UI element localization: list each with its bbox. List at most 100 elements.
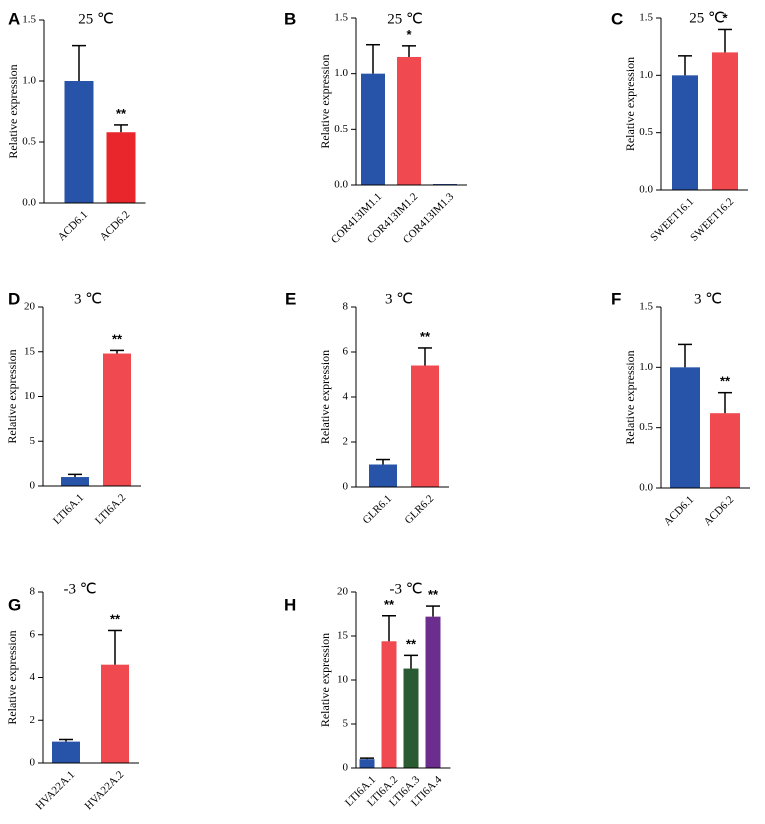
panel-title-c: 25 ℃	[689, 10, 725, 26]
category-label-g-0: HVA22A.1	[34, 769, 78, 813]
significance-marker-e-1: **	[420, 329, 431, 344]
significance-marker-f-1: **	[720, 374, 731, 389]
y-tick-label-b-1: 0.5	[334, 123, 348, 135]
y-tick-label-g-2: 4	[30, 671, 36, 683]
y-tick-label-e-4: 8	[343, 301, 349, 313]
y-axis-label-f: Relative expression	[623, 350, 637, 444]
category-label-d-1: LTI6A.2	[93, 492, 128, 527]
y-tick-label-a-0: 0.0	[22, 197, 36, 209]
panel-g: G -3 ℃ HVA22A.1 ** HVA22A.2 0 2 4 6 8 Relative exp…	[5, 581, 139, 812]
y-tick-label-f-0: 0.0	[639, 482, 653, 494]
y-axis-label-h: Relative expression	[318, 633, 332, 727]
y-tick-label-g-3: 6	[30, 628, 36, 640]
panel-a: A 25 ℃ ACD6.1 ** ACD6.2 0.0 0.5 1.0 1.5 Relative …	[6, 9, 146, 243]
panel-letter-f: F	[611, 289, 621, 308]
y-tick-label-c-0: 0.0	[639, 184, 653, 196]
panel-b: B 25 ℃COR413IM1.1*COR413IM1.2COR413IM1.30…	[284, 9, 467, 246]
category-label-d-0: LTI6A.1	[51, 492, 86, 527]
y-tick-label-d-2: 10	[24, 390, 36, 402]
bar-b-COR413IM1.2	[397, 56, 421, 185]
panel-title-h: -3 ℃	[389, 581, 422, 597]
bar-c-SWEET16.2	[712, 52, 738, 191]
bar-a-ACD6.2	[106, 132, 136, 203]
bar-g-HVA22A.1	[52, 741, 80, 763]
y-tick-label-d-4: 20	[24, 301, 36, 313]
y-tick-label-h-0: 0	[343, 762, 349, 774]
panel-letter-g: G	[8, 595, 21, 614]
y-tick-label-b-0: 0.0	[334, 179, 348, 191]
y-tick-label-a-2: 1.0	[22, 75, 36, 87]
bar-e-GLR6.1	[369, 464, 397, 487]
panel-title-g: -3 ℃	[63, 581, 96, 597]
panel-d: D 3 ℃ LTI6A.1 ** LTI6A.2 0 5 10 15 20 Relative exp…	[5, 289, 141, 527]
significance-marker-h-2: **	[406, 636, 417, 651]
bar-e-GLR6.2	[411, 365, 439, 487]
panel-title-a: 25 ℃	[78, 11, 114, 27]
y-tick-label-d-0: 0	[30, 480, 36, 492]
y-tick-label-g-0: 0	[30, 757, 36, 769]
y-tick-label-c-2: 1.0	[639, 69, 653, 81]
y-tick-label-a-1: 0.5	[22, 136, 36, 148]
panel-letter-b: B	[284, 9, 296, 28]
category-label-a-0: ACD6.1	[56, 209, 91, 244]
category-label-c-1: SWEET16.2	[688, 196, 736, 244]
y-tick-label-d-3: 15	[24, 345, 36, 357]
y-tick-label-h-1: 5	[343, 718, 349, 730]
category-label-a-1: ACD6.2	[98, 209, 133, 244]
y-tick-label-h-3: 15	[337, 630, 349, 642]
y-tick-label-e-2: 4	[343, 391, 349, 403]
y-axis-label-g: Relative expression	[5, 630, 19, 724]
y-tick-label-h-4: 20	[337, 586, 349, 598]
y-tick-label-b-3: 1.5	[334, 12, 348, 24]
y-tick-label-g-4: 8	[30, 586, 36, 598]
bar-h-LTI6A.3	[403, 668, 419, 768]
panel-title-b: 25 ℃	[387, 11, 423, 27]
bar-c-SWEET16.1	[672, 75, 698, 190]
bar-h-LTI6A.2	[381, 641, 397, 768]
significance-marker-b-1: *	[406, 27, 412, 42]
significance-marker-d-1: **	[112, 331, 123, 346]
significance-marker-h-3: **	[428, 587, 439, 602]
bar-b-COR413IM1.1	[361, 73, 385, 185]
bar-d-LTI6A.1	[61, 477, 89, 486]
panel-letter-c: C	[611, 9, 623, 28]
bar-a-ACD6.1	[64, 81, 94, 203]
y-tick-label-d-1: 5	[30, 435, 36, 447]
significance-marker-a-1: **	[116, 106, 127, 121]
bar-g-HVA22A.2	[101, 664, 129, 763]
category-label-f-1: ACD6.2	[702, 494, 737, 529]
y-tick-label-e-1: 2	[343, 436, 349, 448]
y-axis-label-e: Relative expression	[318, 350, 332, 444]
y-tick-label-c-1: 0.5	[639, 126, 653, 138]
y-tick-label-a-3: 1.5	[22, 14, 36, 26]
y-axis-label-d: Relative expression	[5, 349, 19, 443]
y-axis-label-c: Relative expression	[623, 57, 637, 151]
panel-letter-a: A	[8, 9, 20, 28]
category-label-e-0: GLR6.1	[360, 493, 394, 527]
significance-marker-c-1: *	[722, 10, 728, 25]
significance-marker-g-1: **	[110, 611, 121, 626]
y-tick-label-e-3: 6	[343, 346, 349, 358]
y-tick-label-c-3: 1.5	[639, 12, 653, 24]
bar-h-LTI6A.4	[425, 616, 441, 768]
y-tick-label-f-2: 1.0	[639, 361, 653, 373]
y-tick-label-g-1: 2	[30, 714, 36, 726]
bar-h-LTI6A.1	[359, 759, 375, 768]
y-axis-label-a: Relative expression	[6, 64, 20, 158]
panel-letter-e: E	[285, 289, 296, 308]
bar-d-LTI6A.2	[103, 353, 131, 486]
y-tick-label-b-2: 1.0	[334, 67, 348, 79]
category-label-f-0: ACD6.1	[662, 494, 697, 529]
panel-title-d: 3 ℃	[74, 291, 102, 307]
panel-letter-h: H	[284, 595, 296, 614]
bar-f-ACD6.1	[670, 367, 700, 488]
panel-h: H-3 ℃LTI6A.1**LTI6A.2**LTI6A.3**LTI6A.40…	[284, 581, 451, 809]
y-tick-label-f-3: 1.5	[639, 301, 653, 313]
significance-marker-h-1: **	[384, 597, 395, 612]
category-label-g-1: HVA22A.2	[83, 769, 127, 813]
panel-e: E 3 ℃ GLR6.1 ** GLR6.2 0 2 4 6 8 Relative expressi…	[285, 289, 449, 526]
panel-f: F 3 ℃ ACD6.1 ** ACD6.2 0.0 0.5 1.0 1.5 Relative e…	[611, 289, 750, 528]
panel-c: C 25 ℃SWEET16.1*SWEET16.20.00.51.01.5Rela…	[611, 9, 748, 244]
y-tick-label-f-1: 0.5	[639, 421, 653, 433]
